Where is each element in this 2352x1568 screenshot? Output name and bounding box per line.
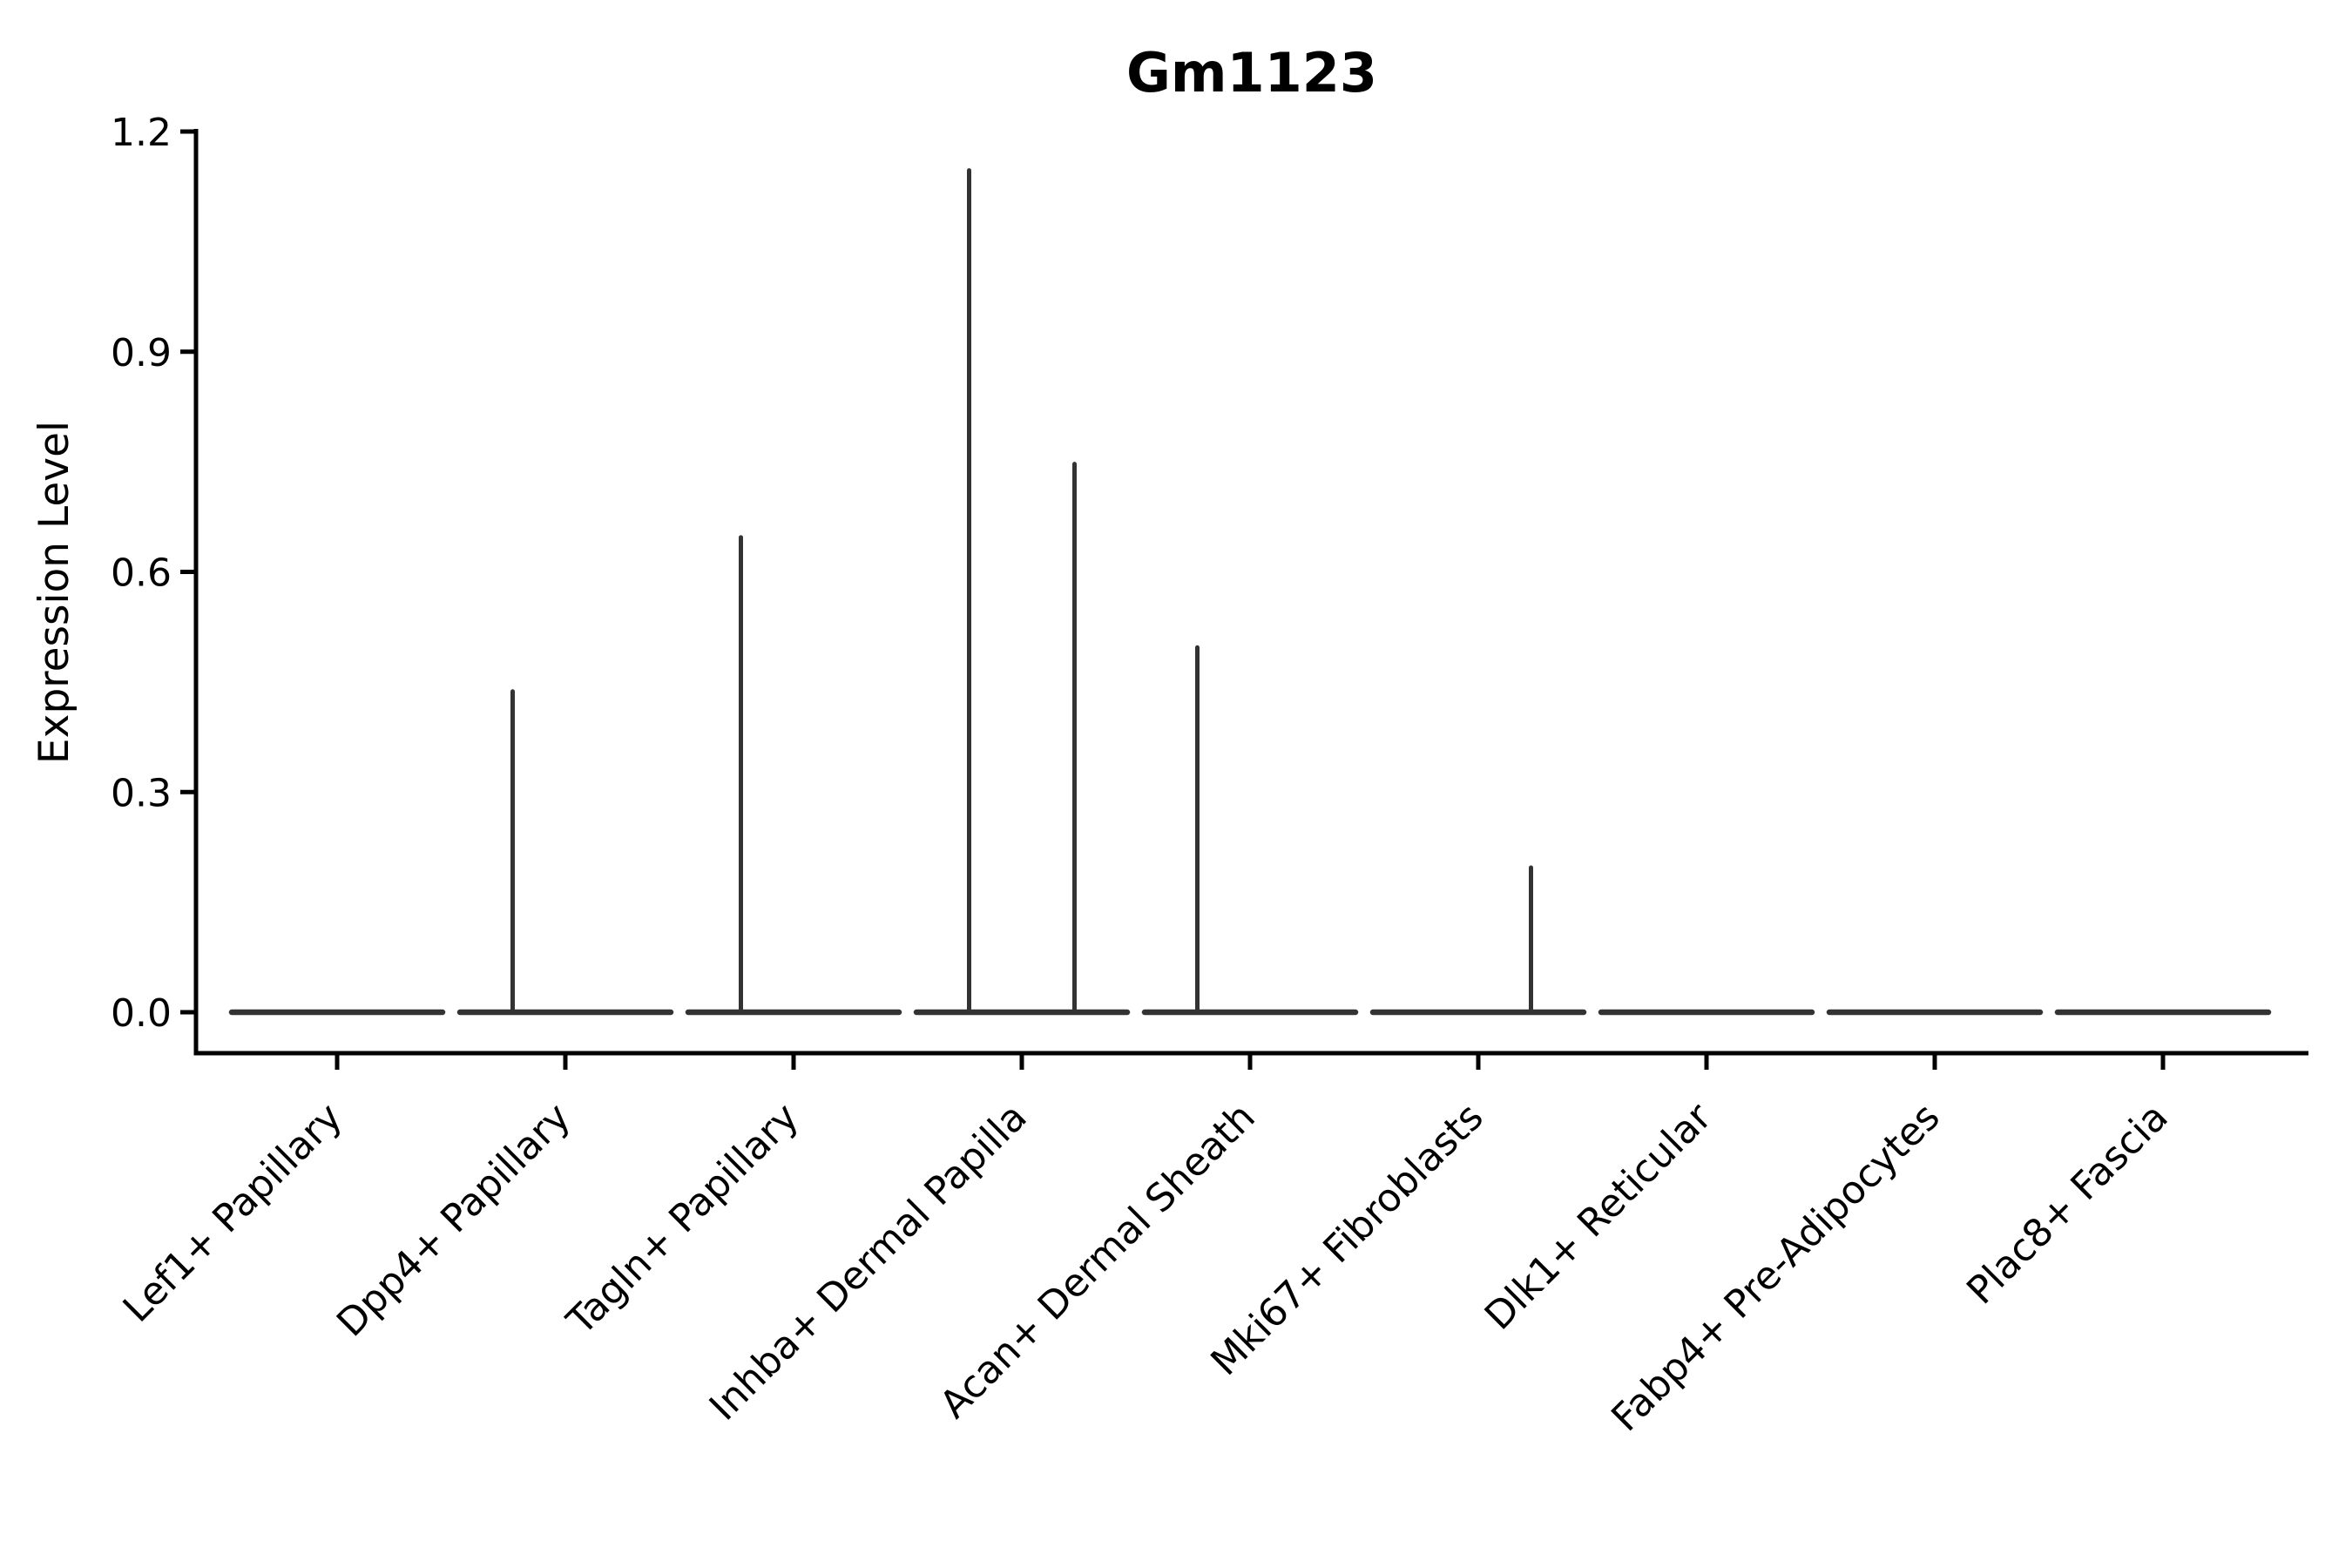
x-tick-label: Tagln+ Papillary [558, 1095, 808, 1344]
y-tick-label: 0.9 [111, 331, 172, 375]
x-tick-label: Plac8+ Fascia [1958, 1095, 2177, 1314]
y-tick-label: 1.2 [111, 111, 172, 155]
y-tick-label: 0.3 [111, 771, 172, 815]
y-tick-label: 0.6 [111, 551, 172, 596]
y-tick-label: 0.0 [111, 991, 172, 1036]
x-tick-label: Dlk1+ Reticular [1477, 1094, 1721, 1339]
y-axis-label: Expression Level [30, 421, 78, 764]
x-tick-label: Lef1+ Papillary [115, 1095, 351, 1331]
x-tick-label: Dpp4+ Papillary [328, 1095, 579, 1346]
plot-title: Gm1123 [1126, 41, 1377, 105]
